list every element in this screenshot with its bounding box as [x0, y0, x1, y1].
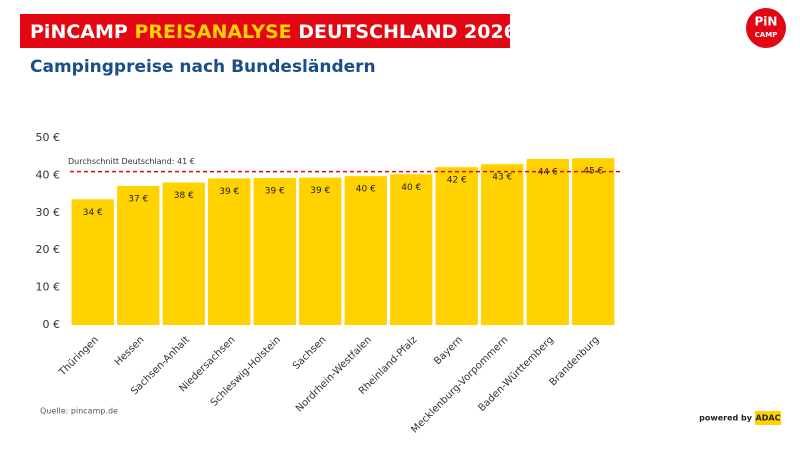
- chart-title: PiNCAMP PREISANALYSE DEUTSCHLAND 2026: [30, 21, 517, 43]
- x-tick-label: Bayern: [432, 334, 465, 367]
- value-label: 34 €: [83, 208, 103, 218]
- x-tick-label: Mecklenburg-Vorpommern: [409, 334, 510, 435]
- average-label: Durchschnitt Deutschland: 41 €: [68, 157, 195, 166]
- value-label: 43 €: [492, 173, 512, 183]
- value-label: 40 €: [356, 185, 376, 195]
- value-label: 38 €: [174, 191, 194, 201]
- chart-subtitle: Campingpreise nach Bundesländern: [30, 57, 376, 77]
- x-tick-label: Thüringen: [57, 334, 101, 378]
- value-label: 44 €: [538, 167, 558, 177]
- bar: [572, 158, 615, 325]
- x-tick-label: Sachsen: [291, 334, 328, 371]
- y-tick-label: 0 €: [43, 318, 61, 331]
- bar: [253, 178, 296, 325]
- y-tick-label: 40 €: [36, 168, 61, 181]
- value-label: 40 €: [401, 183, 421, 193]
- bar: [344, 176, 387, 325]
- logo-text: CAMP: [755, 31, 778, 39]
- bar: [162, 182, 205, 325]
- value-label: 39 €: [265, 187, 285, 197]
- x-tick-label: Nordrhein-Westfalen: [294, 334, 374, 414]
- bar: [526, 158, 569, 325]
- bar: [390, 174, 433, 325]
- value-label: 39 €: [310, 186, 330, 196]
- y-tick-label: 10 €: [36, 281, 61, 294]
- bar: [435, 167, 478, 325]
- source: Quelle: pincamp.de: [40, 407, 118, 416]
- title-banner: [20, 14, 510, 48]
- value-label: 45 €: [583, 167, 603, 177]
- x-tick-label: Hessen: [113, 334, 147, 368]
- y-tick-label: 50 €: [36, 131, 61, 144]
- bar: [117, 185, 160, 325]
- value-label: 39 €: [219, 187, 239, 197]
- powered-by: powered by: [699, 414, 753, 423]
- y-tick-label: 30 €: [36, 206, 61, 219]
- value-label: 37 €: [128, 194, 148, 204]
- bar: [481, 164, 524, 325]
- bar: [299, 177, 342, 325]
- y-tick-label: 20 €: [36, 243, 61, 256]
- x-tick-label: Baden-Württemberg: [476, 334, 556, 414]
- value-label: 42 €: [447, 176, 467, 186]
- bar: [208, 178, 251, 325]
- bar: [71, 199, 114, 325]
- logo-text: PiN: [755, 15, 778, 29]
- adac: ADAC: [756, 414, 781, 423]
- logo: [746, 8, 786, 48]
- adac-badge: [755, 411, 781, 425]
